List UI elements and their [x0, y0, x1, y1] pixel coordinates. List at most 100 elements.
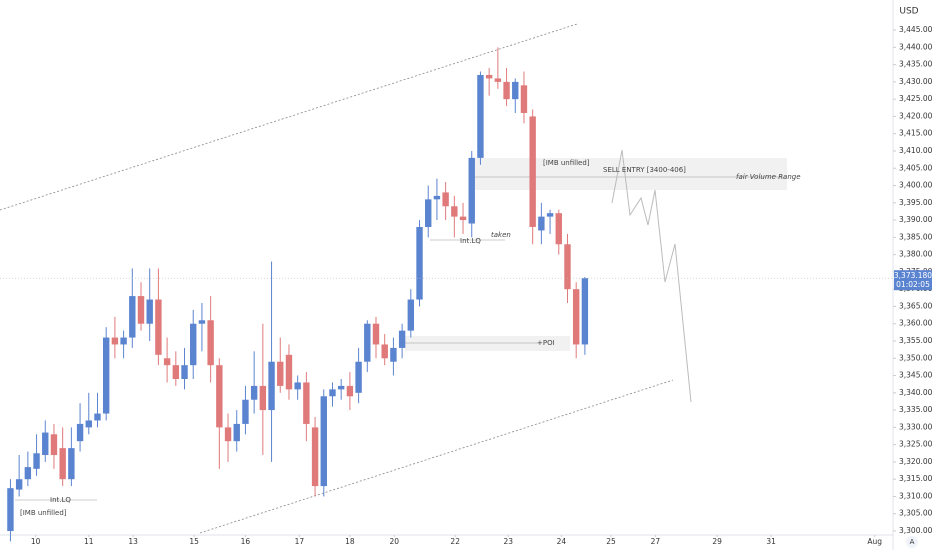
y-tick-label: 3,335.000 — [899, 405, 932, 414]
x-tick-label: 29 — [712, 537, 722, 546]
y-tick-label: 3,360.000 — [899, 319, 932, 328]
y-tick-label: 3,365.000 — [899, 301, 932, 310]
candle-body — [15, 479, 23, 490]
candle-body — [329, 389, 336, 397]
candle-body — [224, 427, 232, 442]
x-tick-label: 23 — [504, 537, 514, 546]
y-tick-label: 3,425.000 — [899, 94, 932, 103]
candle-body — [268, 361, 275, 411]
candle-body — [398, 330, 406, 348]
candle-body — [581, 278, 589, 345]
candle-body — [311, 427, 319, 487]
poi-zone — [405, 336, 570, 351]
annotation: [IMB unfilled] — [543, 159, 590, 167]
currency: USD — [899, 7, 918, 17]
last-price-box — [894, 270, 932, 291]
x-tick-label: 20 — [390, 537, 400, 546]
candle-body — [181, 365, 188, 380]
candle-body — [198, 320, 206, 324]
candle-body — [294, 382, 301, 390]
candle-body — [390, 347, 397, 362]
x-tick-label: 17 — [295, 537, 305, 546]
candle-body — [520, 85, 528, 113]
projection-path — [611, 149, 692, 403]
annotation: +POI — [537, 339, 555, 347]
candle-body — [425, 199, 432, 227]
candle-body — [546, 213, 554, 217]
x-tick-label: 16 — [241, 537, 251, 546]
candle-body — [529, 116, 536, 227]
annotation: fair Volume Range — [736, 173, 801, 181]
candle-body — [59, 448, 66, 480]
candle-body — [285, 354, 293, 390]
candle-body — [68, 448, 75, 480]
y-tick-label: 3,385.000 — [899, 232, 932, 241]
candle-body — [555, 213, 562, 245]
annotation: Int.LQ — [460, 237, 481, 245]
x-tick-label: 27 — [651, 537, 661, 546]
candle-body — [407, 299, 415, 331]
candle-body — [485, 74, 493, 79]
y-tick-label: 3,315.000 — [899, 474, 932, 483]
y-tick-label: 3,320.000 — [899, 457, 932, 466]
y-tick-label: 3,340.000 — [899, 388, 932, 397]
candle-body — [538, 216, 545, 231]
candle-body — [433, 195, 441, 200]
y-tick-label: 3,400.000 — [899, 181, 932, 190]
candle-body — [355, 361, 362, 393]
candle-body — [303, 382, 310, 424]
candle-body — [572, 289, 580, 345]
x-tick-label: 13 — [128, 537, 138, 546]
candle-body — [33, 453, 40, 469]
candle-body — [468, 157, 475, 224]
candle-body — [259, 385, 267, 411]
candle-body — [163, 358, 171, 366]
candle-body — [512, 81, 519, 100]
y-tick-label: 3,440.000 — [899, 42, 932, 51]
x-tick-label: 24 — [557, 537, 567, 546]
candle-body — [216, 365, 223, 428]
candle-body — [503, 81, 510, 100]
candle-body — [494, 78, 502, 82]
candle-body — [477, 74, 484, 158]
y-tick-label: 3,420.000 — [899, 111, 932, 120]
candle-body — [416, 226, 423, 300]
x-tick-label: Aug — [867, 537, 882, 546]
y-tick-label: 3,350.000 — [899, 353, 932, 362]
x-tick-label: 18 — [345, 537, 355, 546]
countdown: 01:02:05 — [896, 280, 930, 289]
y-tick-label: 3,345.000 — [899, 371, 932, 380]
candle-body — [190, 323, 197, 366]
candle-body — [102, 337, 110, 414]
candle-body — [50, 434, 58, 456]
candle-body — [120, 337, 127, 345]
annotation: [IMB unfilled] — [20, 509, 67, 517]
candle-body — [137, 296, 145, 324]
candle-body — [451, 206, 458, 217]
candle-body — [129, 296, 136, 338]
y-tick-label: 3,445.000 — [899, 25, 932, 34]
auto-scale-button[interactable] — [906, 536, 918, 548]
y-tick-label: 3,430.000 — [899, 77, 932, 86]
y-tick-label: 3,310.000 — [899, 491, 932, 500]
y-tick-label: 3,330.000 — [899, 422, 932, 431]
candle-body — [277, 361, 284, 386]
x-tick-label: 15 — [189, 537, 199, 546]
y-tick-label: 3,355.000 — [899, 336, 932, 345]
candle-body — [24, 467, 32, 480]
candle-body — [42, 432, 49, 456]
y-tick-label: 3,405.000 — [899, 163, 932, 172]
candle-body — [111, 337, 119, 345]
y-tick-label: 3,380.000 — [899, 250, 932, 259]
candle-body — [250, 385, 258, 400]
candle-body — [155, 299, 162, 355]
candle-body — [346, 385, 354, 397]
candle-body — [233, 423, 240, 442]
x-tick-label: 10 — [31, 537, 41, 546]
auto-scale-icon[interactable]: A — [910, 538, 915, 546]
y-tick-label: 3,325.000 — [899, 440, 932, 449]
channel-upper — [0, 23, 578, 211]
y-tick-label: 3,410.000 — [899, 146, 932, 155]
